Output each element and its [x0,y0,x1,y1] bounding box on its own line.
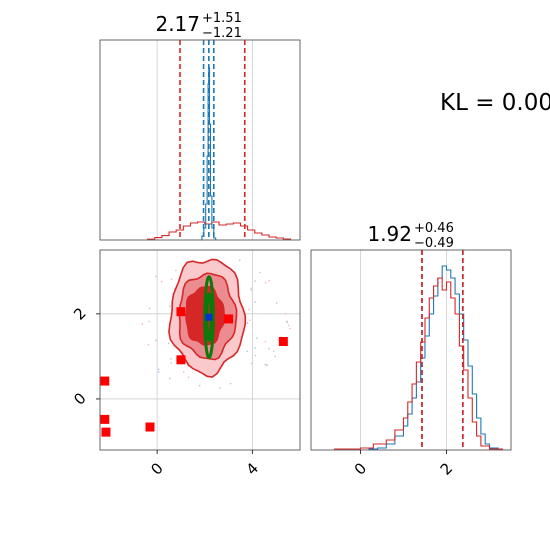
sample-point [248,319,251,321]
sample-point [170,362,173,364]
marginal-1-title-value: 2.17 [155,12,200,36]
sample-point [266,364,269,366]
sample-point [238,259,241,262]
sample-point [147,343,150,346]
sample-point [259,271,261,274]
marginal-1-frame [99,39,301,241]
sample-point [268,279,271,282]
sample-point [246,350,249,353]
red-marker [176,307,186,317]
sample-point [160,280,163,283]
sample-point [250,362,253,365]
red-marker [278,336,288,346]
sample-point [264,341,267,343]
sample-point [264,281,267,284]
marginal-2-title-plus: +0.46 [414,221,454,236]
sample-point [254,354,257,357]
sample-point [272,350,275,352]
y-tick-label: 2 [70,304,89,323]
marginal-1-panel [99,39,301,241]
y-tick-label: 0 [70,389,89,408]
sample-point [175,269,177,272]
sample-point [229,382,232,385]
sample-point [284,313,287,315]
red-marker [224,314,234,324]
marginal-1-title-plus: +1.51 [202,11,242,26]
sample-point [250,287,252,290]
red-marker [176,355,186,365]
sample-point [148,320,150,323]
x-tick-label: 4 [243,459,262,478]
histogram-red [334,277,503,450]
x-tick-label: 0 [351,459,370,478]
sample-point [254,347,256,349]
marginal-2-frame [310,249,512,451]
sample-point [275,302,278,304]
sample-point [167,342,170,345]
sample-point [158,371,160,373]
sample-point [256,337,258,340]
red-marker [100,376,110,386]
marginal-2-title-minus: −0.49 [414,236,454,251]
sample-point [250,289,252,291]
marginal-1-title-minus: −1.21 [202,26,242,41]
joint-panel: 0 4 0 2 [70,249,301,479]
red-marker [100,414,110,424]
sample-point [148,307,151,310]
sample-point [168,377,171,380]
sample-point [254,301,256,303]
sample-point [154,275,157,278]
sample-point [169,305,171,308]
sample-point [182,371,185,373]
sample-point [287,324,290,327]
sample-point [246,322,249,324]
sample-point [219,387,221,389]
red-marker [101,427,111,437]
sample-point [170,278,173,281]
sample-point [141,323,144,325]
sample-point [157,368,160,371]
joint-frame [99,249,301,451]
sample-point [289,327,291,330]
sample-point [170,358,172,360]
sample-point [264,363,267,366]
red-marker [145,422,155,432]
kl-annotation: KL = 0.00 [440,90,550,116]
marginal-2-title-value: 1.92 [367,222,412,246]
histogram-red [147,221,292,240]
sample-point [268,347,270,350]
sample-point [254,280,257,282]
blue-marker [205,313,213,321]
sample-point [198,384,201,387]
sample-point [248,308,250,311]
sample-point [155,339,157,342]
x-tick-label: 0 [147,459,166,478]
x-tick-label: 2 [437,459,456,478]
marginal-1-title: 2.17 [155,12,200,36]
sample-point [274,355,276,358]
sample-point [187,376,190,378]
green-contour [203,275,215,360]
sample-point [286,320,288,322]
